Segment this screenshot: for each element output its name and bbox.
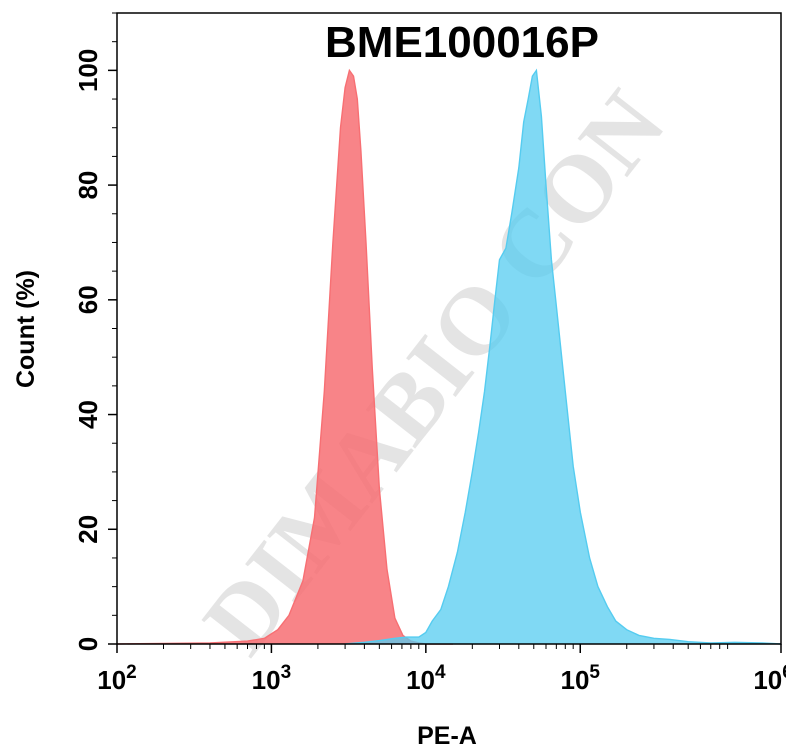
x-tick-exponent: 6.3 xyxy=(782,662,786,683)
chart-title: BME100016P xyxy=(325,18,599,67)
y-axis: 0 20 40 60 80 100 xyxy=(73,12,117,651)
series-1-area xyxy=(117,70,453,644)
x-tick-label: 106.3 xyxy=(753,662,786,695)
x-tick-label: 104 xyxy=(406,662,446,695)
y-tick-label: 80 xyxy=(73,171,103,200)
x-tick-label: 102 xyxy=(97,662,137,695)
x-tick-exponent: 4 xyxy=(435,662,446,683)
x-tick-base: 10 xyxy=(252,665,281,695)
series-2-outline xyxy=(345,68,782,645)
x-tick-base: 10 xyxy=(753,665,782,695)
x-tick-exponent: 3 xyxy=(281,662,292,683)
y-tick-label: 20 xyxy=(73,515,103,544)
y-tick-label: 100 xyxy=(73,49,103,92)
series-layer xyxy=(116,68,782,645)
x-tick-exponent: 5 xyxy=(589,662,600,683)
x-axis-title: PE-A xyxy=(417,722,477,750)
x-tick-label: 103 xyxy=(252,662,292,695)
x-axis: 102103104105106.3 xyxy=(97,644,786,695)
y-tick-label: 60 xyxy=(73,285,103,314)
x-tick-exponent: 2 xyxy=(126,662,137,683)
x-tick-base: 10 xyxy=(97,665,126,695)
x-tick-label: 105 xyxy=(561,662,601,695)
x-tick-base: 10 xyxy=(561,665,590,695)
y-tick-label: 40 xyxy=(73,400,103,429)
y-tick-label: 0 xyxy=(73,637,103,651)
series-2-area xyxy=(345,70,781,644)
x-tick-base: 10 xyxy=(406,665,435,695)
y-axis-title: Count (%) xyxy=(12,270,40,388)
series-1-outline xyxy=(116,68,453,645)
watermark-text: DIMABIO CON xyxy=(182,71,685,673)
